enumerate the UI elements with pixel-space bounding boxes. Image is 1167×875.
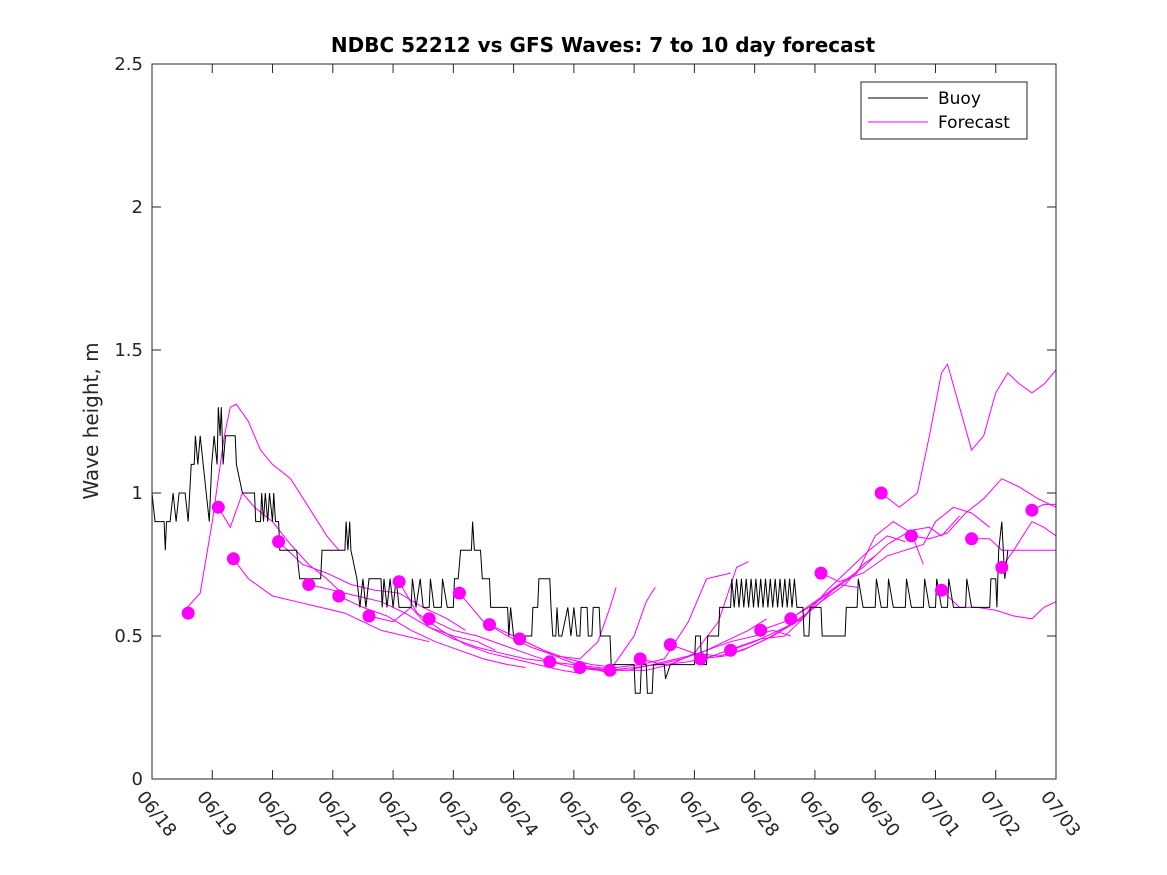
- y-tick-label-4: 2: [132, 197, 143, 218]
- forecast-line-22: [880, 363, 1057, 508]
- x-tick-label-4: 06/22: [373, 787, 421, 841]
- x-tick-label-14: 07/02: [976, 787, 1024, 841]
- forecast-line-11: [519, 572, 731, 669]
- forecast-line-15: [640, 601, 816, 666]
- axes-box: [151, 63, 1057, 780]
- plot-background: [152, 64, 1056, 779]
- x-tick-label-1: 06/19: [192, 787, 240, 841]
- y-tick-label-1: 0.5: [114, 626, 143, 647]
- forecast-marker-15: [633, 652, 647, 666]
- forecast-marker-22: [874, 486, 888, 500]
- forecast-line-6: [368, 606, 550, 663]
- forecast-marker-21: [814, 566, 828, 580]
- forecast-line-26: [1001, 520, 1057, 568]
- forecast-marker-2: [226, 552, 240, 566]
- buoy-line: [151, 407, 1009, 694]
- x-tick-label-2: 06/20: [253, 787, 301, 841]
- forecast-line-2: [232, 558, 430, 643]
- forecast-marker-16: [663, 638, 677, 652]
- x-tick-label-3: 06/21: [313, 787, 361, 841]
- legend-box: [860, 81, 1028, 140]
- forecast-marker-19: [754, 623, 768, 637]
- forecast-marker-18: [724, 643, 738, 657]
- y-tick-label-3: 1.5: [114, 340, 143, 361]
- x-tick-label-9: 06/27: [674, 787, 722, 841]
- forecast-line-18: [730, 535, 906, 651]
- y-tick-label-0: 0: [132, 769, 143, 790]
- legend-buoy-label: Buoy: [938, 89, 981, 109]
- forecast-marker-8: [422, 612, 436, 626]
- forecast-line-8: [428, 618, 611, 674]
- forecast-marker-3: [272, 535, 286, 549]
- x-tick-label-6: 06/24: [494, 787, 542, 841]
- forecast-marker-20: [784, 612, 798, 626]
- x-tick-label-13: 07/01: [916, 787, 964, 841]
- forecast-line-20: [790, 515, 960, 620]
- x-tick-label-10: 06/28: [735, 787, 783, 841]
- forecast-marker-17: [693, 652, 707, 666]
- forecast-marker-23: [904, 529, 918, 543]
- x-tick-label-12: 06/30: [855, 787, 903, 841]
- y-axis-label: Wave height, m: [79, 342, 103, 499]
- forecast-marker-4: [302, 578, 316, 591]
- forecast-marker-0: [181, 606, 195, 620]
- buoy-series: [151, 407, 1009, 694]
- x-tick-label-15: 07/03: [1036, 787, 1084, 841]
- forecast-marker-12: [543, 655, 557, 669]
- forecast-marker-24: [935, 583, 948, 597]
- y-tick-label-2: 1: [132, 483, 143, 504]
- legend: Buoy Forecast: [860, 81, 1028, 140]
- y-tick-label-5: 2.5: [114, 54, 143, 75]
- forecast-marker-6: [362, 609, 376, 623]
- x-tick-label-0: 06/18: [132, 787, 180, 841]
- x-tick-label-7: 06/25: [554, 787, 602, 841]
- legend-forecast-label: Forecast: [938, 113, 1010, 133]
- forecast-line-21: [820, 506, 991, 583]
- x-tick-label-5: 06/23: [433, 787, 481, 841]
- forecast-marker-9: [452, 586, 466, 600]
- plot-area: [151, 64, 1057, 779]
- forecast-marker-26: [995, 560, 1009, 574]
- forecast-line-25: [971, 538, 1056, 551]
- y-axis: 0 0.5 1 1.5 2 2.5: [114, 54, 1056, 790]
- forecast-marker-27: [1025, 503, 1039, 517]
- forecast-line-23: [911, 478, 1057, 540]
- forecast-marker-11: [513, 632, 527, 646]
- forecast-marker-25: [965, 532, 979, 546]
- forecast-marker-7: [392, 575, 406, 589]
- forecast-line-3: [278, 541, 466, 631]
- x-tick-label-8: 06/26: [614, 787, 662, 841]
- forecast-markers: [181, 486, 1039, 677]
- forecast-line-0: [181, 403, 340, 614]
- x-tick-label-11: 06/29: [795, 787, 843, 841]
- forecast-marker-10: [483, 618, 496, 632]
- chart-title: NDBC 52212 vs GFS Waves: 7 to 10 day for…: [331, 33, 876, 57]
- forecast-marker-5: [332, 589, 346, 603]
- forecast-marker-13: [573, 661, 587, 674]
- forecast-marker-1: [211, 500, 225, 514]
- forecast-marker-14: [603, 663, 617, 677]
